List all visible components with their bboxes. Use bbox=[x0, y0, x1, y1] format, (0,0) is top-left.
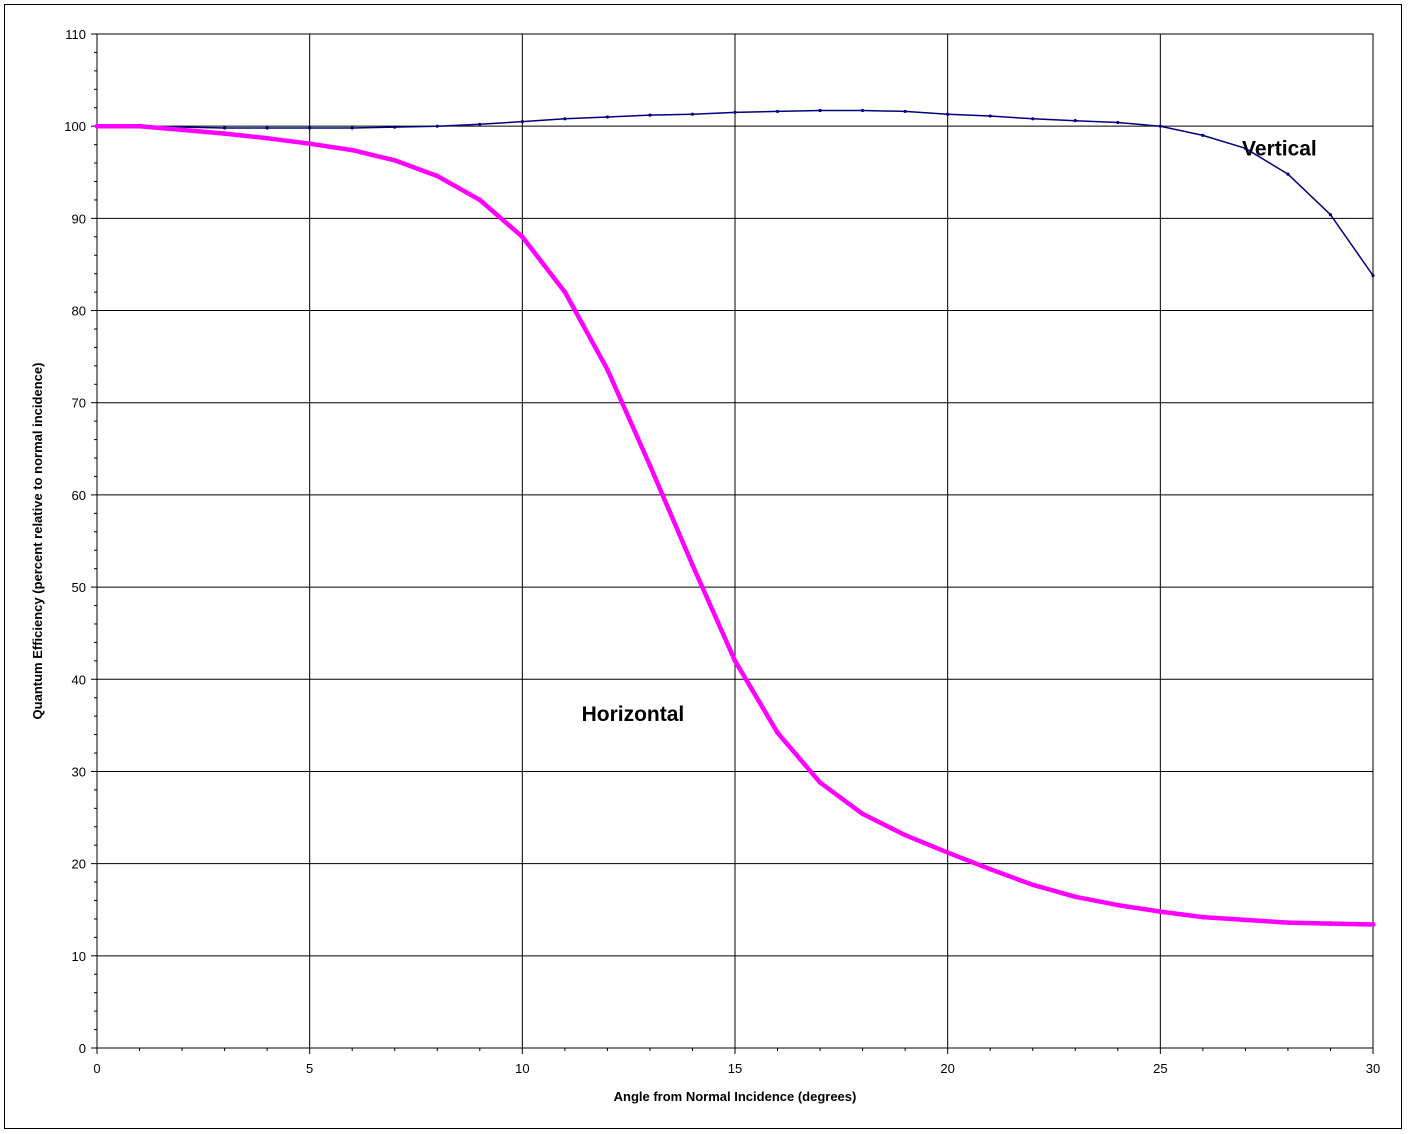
x-tick-label: 25 bbox=[1153, 1061, 1167, 1076]
horizontal-series-label: Horizontal bbox=[582, 703, 685, 726]
horizontal-data-point bbox=[94, 123, 100, 129]
vertical-data-point bbox=[903, 109, 907, 114]
grid-layer bbox=[96, 33, 1374, 1049]
vertical-data-point bbox=[1158, 124, 1162, 128]
y-tick-label: 100 bbox=[64, 119, 86, 134]
horizontal-data-point bbox=[179, 127, 185, 133]
vertical-data-point bbox=[1243, 146, 1247, 150]
horizontal-data-point bbox=[1243, 917, 1248, 923]
horizontal-data-point bbox=[945, 850, 951, 855]
horizontal-data-point bbox=[987, 866, 993, 872]
vertical-data-point bbox=[393, 125, 397, 129]
y-tick-label: 30 bbox=[72, 764, 86, 779]
horizontal-data-point bbox=[817, 780, 823, 785]
y-tick-label: 40 bbox=[72, 672, 86, 687]
x-tick-label: 30 bbox=[1366, 1061, 1380, 1076]
horizontal-data-point bbox=[222, 131, 228, 136]
vertical-data-point bbox=[1328, 213, 1333, 217]
vertical-data-point bbox=[1371, 273, 1375, 278]
y-tick-label: 50 bbox=[72, 580, 86, 595]
y-tick-label: 80 bbox=[72, 304, 86, 319]
horizontal-data-point bbox=[392, 157, 398, 163]
vertical-data-point bbox=[308, 126, 312, 130]
vertical-data-point bbox=[605, 115, 610, 119]
series-layer bbox=[94, 108, 1376, 927]
horizontal-data-point bbox=[434, 173, 440, 179]
y-tick-label: 70 bbox=[72, 396, 86, 411]
horizontal-data-point bbox=[690, 562, 695, 568]
x-axis-title: Angle from Normal Incidence (degrees) bbox=[614, 1089, 857, 1104]
y-tick-label: 110 bbox=[65, 27, 86, 42]
vertical-data-point bbox=[520, 119, 524, 124]
y-tick-label: 60 bbox=[72, 488, 86, 503]
chart-frame bbox=[4, 4, 1402, 1129]
vertical-data-point bbox=[1201, 133, 1205, 137]
horizontal-data-point bbox=[519, 234, 525, 240]
x-tick-label: 10 bbox=[515, 1061, 529, 1076]
horizontal-data-point bbox=[349, 147, 355, 153]
horizontal-data-point bbox=[307, 141, 313, 147]
y-tick-label: 0 bbox=[79, 1041, 86, 1056]
vertical-data-point bbox=[988, 114, 992, 118]
y-tick-label: 10 bbox=[72, 949, 86, 964]
horizontal-data-point bbox=[775, 730, 780, 736]
y-tick-label: 20 bbox=[72, 857, 86, 872]
horizontal-data-point bbox=[1115, 902, 1121, 908]
vertical-data-point bbox=[1031, 117, 1035, 121]
horizontal-data-point bbox=[1157, 909, 1163, 914]
horizontal-data-point bbox=[1200, 914, 1206, 920]
vertical-data-point bbox=[265, 126, 269, 130]
vertical-data-point bbox=[435, 124, 439, 128]
vertical-data-point bbox=[478, 122, 482, 126]
horizontal-data-point bbox=[1030, 882, 1036, 888]
vertical-data-point bbox=[861, 108, 865, 113]
horizontal-data-point bbox=[477, 197, 483, 203]
vertical-data-point bbox=[733, 110, 737, 114]
vertical-data-point bbox=[775, 109, 780, 114]
vertical-data-point bbox=[1286, 172, 1290, 176]
horizontal-data-point bbox=[902, 832, 908, 838]
x-tick-label: 5 bbox=[306, 1061, 313, 1076]
axis-layer bbox=[91, 33, 1374, 1054]
horizontal-data-point bbox=[562, 289, 568, 295]
vertical-data-point bbox=[1116, 120, 1120, 125]
vertical-data-point bbox=[350, 126, 354, 130]
vertical-data-point bbox=[818, 108, 822, 113]
vertical-data-point bbox=[946, 112, 950, 116]
vertical-data-point bbox=[1073, 119, 1077, 123]
vertical-data-point bbox=[563, 117, 567, 121]
label-layer: 0 10 20 30 40 50 60 70 80 90 100 110 0 5 10 15 20 25 30 Ver… bbox=[64, 27, 1380, 1076]
horizontal-data-point bbox=[1072, 894, 1078, 900]
y-axis-title: Quantum Efficiency (percent relative to … bbox=[30, 363, 45, 720]
vertical-series-label: Vertical bbox=[1242, 138, 1317, 161]
horizontal-data-point bbox=[1285, 920, 1291, 926]
horizontal-data-point bbox=[647, 463, 653, 468]
horizontal-data-point bbox=[732, 658, 738, 664]
horizontal-data-point bbox=[1328, 921, 1333, 926]
vertical-data-point bbox=[223, 126, 227, 130]
x-tick-label: 15 bbox=[728, 1061, 742, 1076]
horizontal-data-point bbox=[1370, 922, 1376, 927]
horizontal-data-point bbox=[137, 123, 142, 129]
horizontal-data-point bbox=[264, 135, 270, 141]
y-tick-label: 90 bbox=[72, 211, 86, 226]
vertical-data-point bbox=[690, 112, 695, 116]
vertical-data-point bbox=[648, 113, 652, 117]
horizontal-data-point bbox=[860, 811, 865, 817]
x-tick-label: 0 bbox=[93, 1061, 100, 1076]
horizontal-data-point bbox=[605, 367, 610, 372]
x-tick-label: 20 bbox=[940, 1061, 954, 1076]
